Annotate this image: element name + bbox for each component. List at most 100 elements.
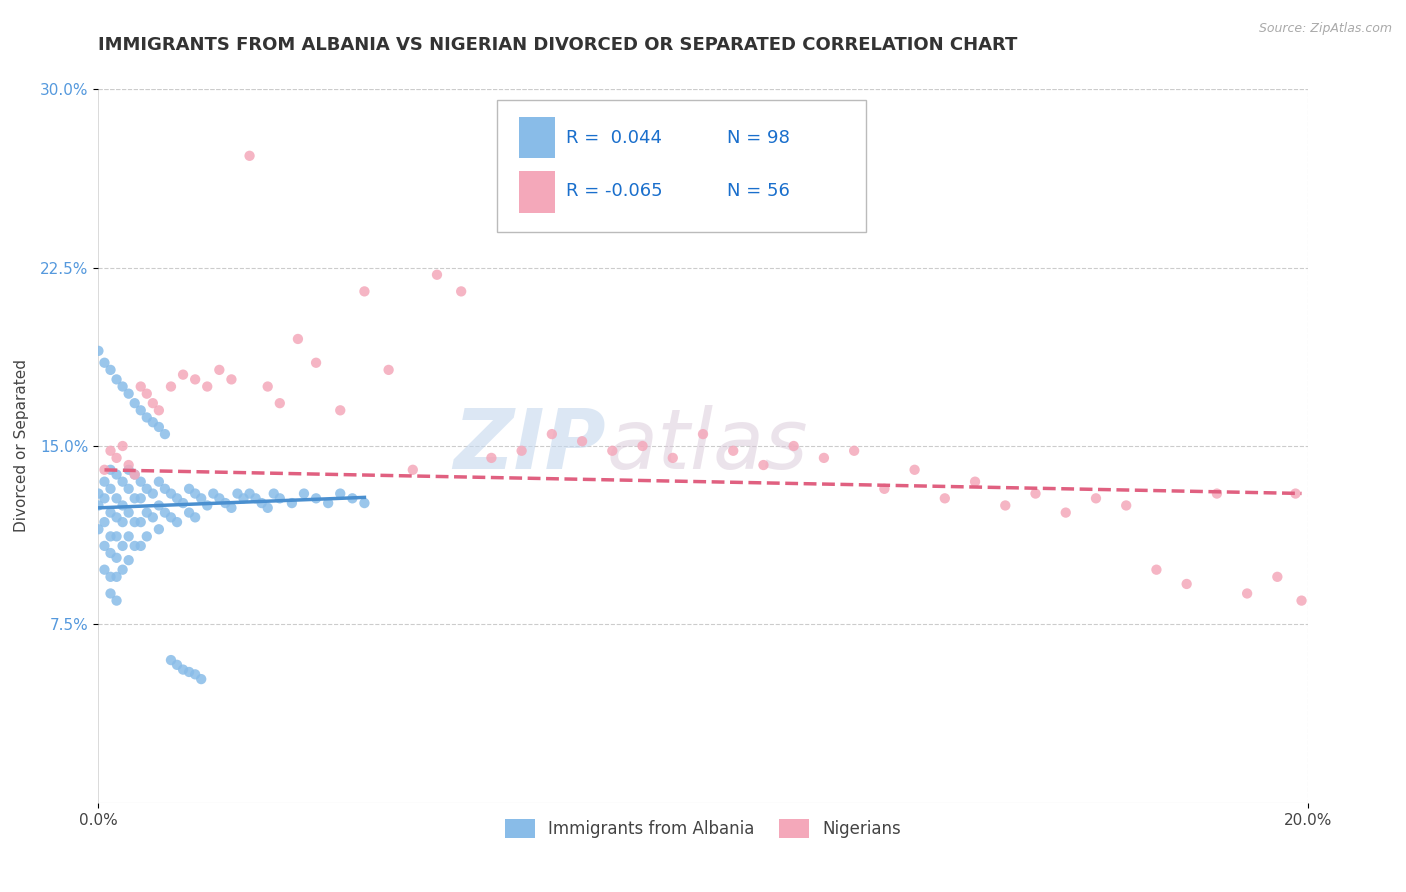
Point: [160, 653, 183, 667]
Point: [148, 403, 170, 417]
Point: [135, 529, 157, 543]
Point: [287, 332, 309, 346]
Point: [111, 499, 134, 513]
Point: [1144, 563, 1167, 577]
Point: [105, 510, 128, 524]
Point: [135, 482, 157, 496]
Point: [142, 415, 165, 429]
Point: [402, 463, 425, 477]
Point: [329, 403, 352, 417]
Point: [93, 475, 115, 489]
Point: [105, 550, 128, 565]
Point: [1291, 593, 1313, 607]
Point: [1115, 499, 1137, 513]
Point: [172, 368, 194, 382]
Text: N = 98: N = 98: [727, 128, 790, 146]
Point: [631, 439, 654, 453]
Point: [202, 486, 225, 500]
Point: [118, 458, 141, 472]
Point: [256, 379, 278, 393]
Point: [93, 463, 115, 477]
Point: [100, 529, 122, 543]
Point: [179, 482, 201, 496]
Point: [281, 496, 304, 510]
Point: [105, 529, 128, 543]
Point: [100, 506, 122, 520]
Point: [316, 496, 339, 510]
Point: [93, 356, 115, 370]
Point: [239, 149, 262, 163]
Point: [124, 467, 146, 482]
Point: [118, 482, 141, 496]
Point: [214, 496, 236, 510]
Point: [783, 439, 806, 453]
Point: [934, 491, 956, 506]
Point: [111, 475, 134, 489]
Point: [124, 515, 146, 529]
Point: [184, 486, 207, 500]
Point: [571, 434, 593, 449]
Point: [208, 363, 231, 377]
Point: [450, 285, 472, 299]
Point: [129, 539, 152, 553]
Point: [105, 467, 128, 482]
Point: [195, 379, 218, 393]
Point: [723, 443, 745, 458]
Point: [166, 491, 188, 506]
Point: [129, 379, 152, 393]
Point: [105, 491, 128, 506]
Point: [148, 499, 170, 513]
Point: [873, 482, 896, 496]
Point: [221, 372, 243, 386]
Point: [153, 506, 176, 520]
Point: [111, 539, 134, 553]
Point: [510, 443, 533, 458]
FancyBboxPatch shape: [519, 171, 555, 212]
Point: [250, 496, 273, 510]
Point: [752, 458, 775, 472]
Point: [129, 475, 152, 489]
Point: [904, 463, 927, 477]
Point: [426, 268, 449, 282]
Point: [994, 499, 1017, 513]
Text: IMMIGRANTS FROM ALBANIA VS NIGERIAN DIVORCED OR SEPARATED CORRELATION CHART: IMMIGRANTS FROM ALBANIA VS NIGERIAN DIVO…: [98, 36, 1018, 54]
Point: [153, 482, 176, 496]
Point: [148, 420, 170, 434]
Text: atlas: atlas: [606, 406, 808, 486]
Point: [1054, 506, 1077, 520]
Point: [111, 439, 134, 453]
Point: [1284, 486, 1306, 500]
Point: [142, 396, 165, 410]
Point: [160, 486, 183, 500]
Point: [540, 427, 562, 442]
Point: [124, 539, 146, 553]
Point: [87, 343, 110, 358]
Point: [93, 515, 115, 529]
Point: [172, 496, 194, 510]
Point: [232, 491, 254, 506]
Point: [184, 510, 207, 524]
Point: [135, 386, 157, 401]
Point: [226, 486, 249, 500]
Point: [111, 515, 134, 529]
Point: [1267, 570, 1289, 584]
Point: [692, 427, 714, 442]
Point: [195, 499, 218, 513]
Point: [965, 475, 987, 489]
Point: [353, 285, 375, 299]
Point: [93, 563, 115, 577]
Point: [118, 506, 141, 520]
Text: R = -0.065: R = -0.065: [567, 182, 664, 200]
Point: [353, 496, 375, 510]
Point: [111, 563, 134, 577]
Point: [1206, 486, 1229, 500]
Point: [100, 482, 122, 496]
Point: [105, 593, 128, 607]
Legend: Immigrants from Albania, Nigerians: Immigrants from Albania, Nigerians: [498, 812, 908, 845]
Point: [813, 450, 835, 465]
Point: [179, 506, 201, 520]
Point: [100, 463, 122, 477]
Point: [93, 491, 115, 506]
Point: [844, 443, 866, 458]
Point: [602, 443, 624, 458]
